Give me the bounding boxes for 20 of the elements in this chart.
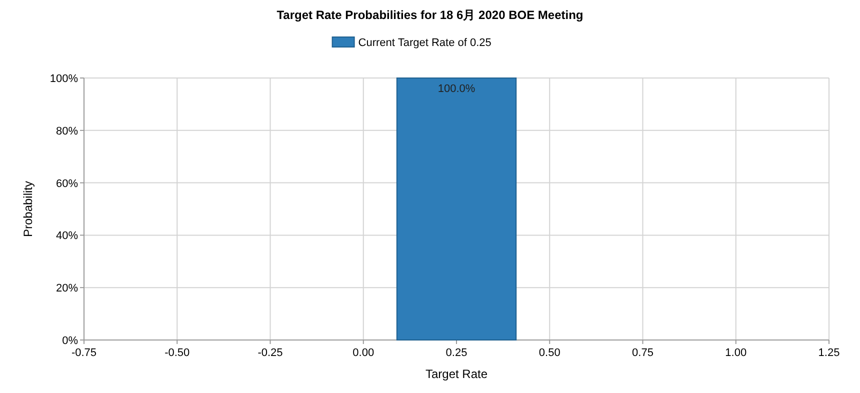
x-axis-title: Target Rate [425, 367, 488, 381]
y-tick-label: 40% [56, 230, 78, 242]
x-tick-label: 0.50 [538, 347, 560, 359]
y-tick-label: 100% [50, 73, 78, 85]
x-tick-label: -0.50 [164, 347, 190, 359]
y-axis-title: Probability [21, 180, 35, 238]
y-tick-label: 60% [56, 178, 78, 190]
y-tick-label: 20% [56, 282, 78, 295]
data-label: 100.0% [438, 83, 476, 95]
x-tick-label: 0.25 [446, 347, 468, 359]
x-tick-label: -0.75 [71, 347, 97, 359]
y-tick-label: 80% [56, 125, 78, 138]
legend-label: Current Target Rate of 0.25 [358, 37, 492, 49]
chart-title: Target Rate Probabilities for 18 6月 2020 BOE Meeting [276, 8, 584, 22]
x-tick-label: 0.00 [352, 347, 374, 359]
x-tick-label: 1.25 [818, 347, 840, 359]
x-tick-label: 0.75 [632, 347, 654, 359]
y-tick-label: 0% [62, 335, 78, 347]
x-tick-label: 1.00 [725, 347, 747, 359]
x-tick-label: -0.25 [258, 347, 283, 359]
